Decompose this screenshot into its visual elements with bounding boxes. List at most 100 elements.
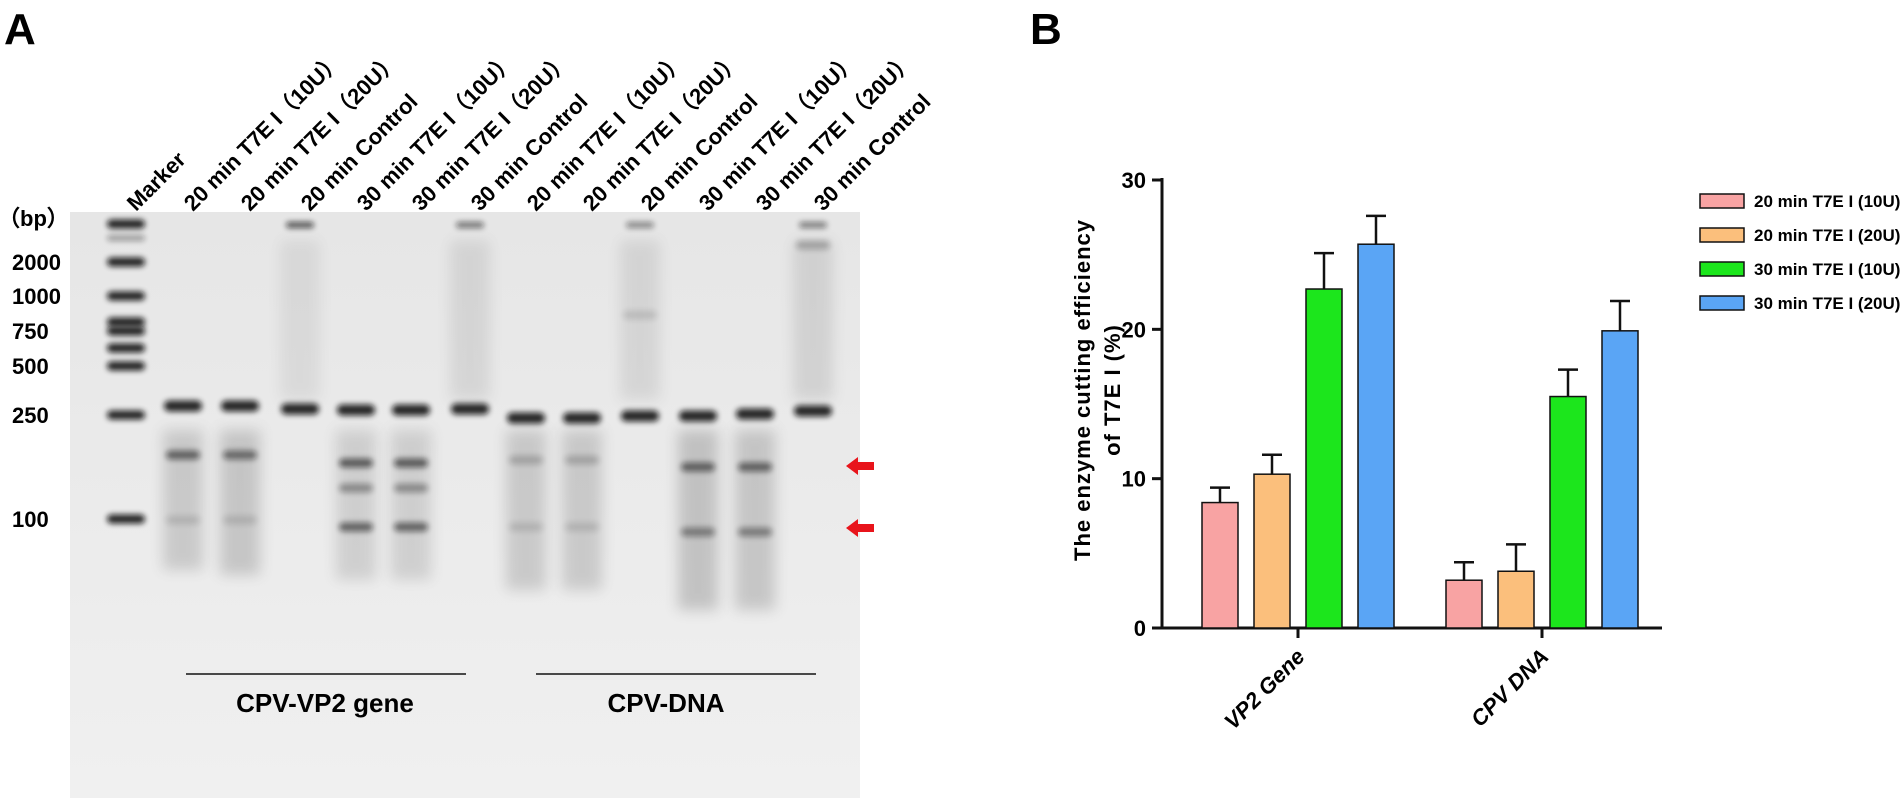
product-band [164, 400, 202, 412]
lane-smear [678, 430, 718, 610]
product-band [221, 400, 259, 412]
cleavage-band [509, 455, 543, 465]
lane-smear [391, 430, 431, 580]
product-band [794, 405, 832, 417]
well-band [286, 222, 314, 228]
cleavage-band [738, 527, 772, 537]
panel-b: B The enzyme cutting efficiency of T7E I… [1030, 5, 1900, 734]
panel-a-letter: A [4, 5, 36, 54]
legend-swatch [1699, 261, 1745, 277]
y-tick-label: 30 [1122, 168, 1146, 193]
legend-swatch [1699, 227, 1745, 243]
red-arrow-upper [846, 457, 874, 475]
product-band [451, 403, 489, 415]
cleavage-band [394, 522, 428, 532]
group-label-dna: CPV-DNA [607, 688, 724, 718]
marker-band [107, 291, 145, 301]
marker-size-label: 500 [12, 354, 49, 379]
red-arrow-lower [846, 519, 874, 537]
panel-b-letter: B [1030, 5, 1062, 54]
cleavage-band [738, 462, 772, 472]
cleavage-band [166, 450, 200, 460]
marker-band [107, 410, 145, 420]
well-band [626, 222, 654, 228]
marker-band [107, 317, 145, 327]
lane-smear [280, 240, 320, 400]
marker-band [107, 219, 145, 229]
marker-band [107, 257, 145, 267]
y-axis-label-line1: The enzyme cutting efficiency [1070, 219, 1095, 561]
marker-size-label: 100 [12, 507, 49, 532]
cleavage-band [166, 515, 200, 525]
cleavage-band [681, 462, 715, 472]
bar [1253, 473, 1291, 629]
lane-smear [793, 240, 833, 400]
product-band [621, 410, 659, 422]
legend-swatch [1699, 295, 1745, 311]
y-tick-label: 10 [1122, 467, 1146, 492]
cleavage-band [223, 515, 257, 525]
bar [1601, 330, 1639, 629]
cleavage-band [394, 483, 428, 493]
cleavage-band [339, 458, 373, 468]
cleavage-band [796, 240, 830, 250]
lane-smear [620, 240, 660, 400]
well-band [456, 222, 484, 228]
marker-size-label: 1000 [12, 284, 61, 309]
lane-smear [735, 430, 775, 610]
marker-size-labels: 2000 1000 750 500 250 100 [12, 250, 61, 532]
category-label: VP2 Gene [1219, 644, 1309, 734]
marker-band [107, 326, 145, 336]
bar [1201, 501, 1239, 629]
legend-label: 20 min T7E I (10U) [1754, 192, 1900, 211]
product-band [679, 410, 717, 422]
marker-band [107, 514, 145, 524]
cleavage-band [565, 455, 599, 465]
lane-label: Marker [122, 147, 191, 216]
product-band [507, 412, 545, 424]
legend-swatch [1699, 193, 1745, 209]
y-axis-label-line2: of T7E I (%) [1100, 324, 1125, 456]
marker-band [107, 235, 145, 241]
marker-size-label: 2000 [12, 250, 61, 275]
marker-size-label: 750 [12, 319, 49, 344]
cleavage-band [623, 310, 657, 320]
product-band [563, 412, 601, 424]
legend-label: 30 min T7E I (10U) [1754, 260, 1900, 279]
lane-smear [336, 430, 376, 580]
lane-smear [562, 430, 602, 590]
y-tick-label: 0 [1134, 616, 1146, 641]
marker-band [107, 343, 145, 353]
gel-bands [107, 219, 833, 610]
product-band [736, 408, 774, 420]
cleavage-band [339, 483, 373, 493]
marker-band [107, 361, 145, 371]
bar [1497, 570, 1535, 629]
product-band [337, 404, 375, 416]
lane-smear [450, 240, 490, 400]
y-tick-label: 20 [1122, 317, 1146, 342]
cleavage-band [509, 522, 543, 532]
group-label-vp2: CPV-VP2 gene [236, 688, 414, 718]
bar [1305, 288, 1343, 629]
legend-label: 30 min T7E I (20U) [1754, 294, 1900, 313]
product-band [392, 404, 430, 416]
cleavage-band [394, 458, 428, 468]
cleavage-band [681, 527, 715, 537]
cleavage-band [223, 450, 257, 460]
marker-size-label: 250 [12, 403, 49, 428]
legend-label: 20 min T7E I (20U) [1754, 226, 1900, 245]
product-band [281, 403, 319, 415]
cleavage-band [565, 522, 599, 532]
bar [1357, 243, 1395, 629]
chart-bars [1201, 214, 1639, 629]
category-labels: VP2 Gene CPV DNA [1219, 644, 1553, 734]
category-label: CPV DNA [1466, 644, 1554, 732]
chart-legend: 20 min T7E I (10U) 20 min T7E I (20U) 30 m… [1699, 192, 1900, 313]
bp-unit-label: （bp） [0, 206, 69, 231]
well-band [799, 222, 827, 228]
lane-smear [506, 430, 546, 590]
bar [1445, 579, 1483, 629]
